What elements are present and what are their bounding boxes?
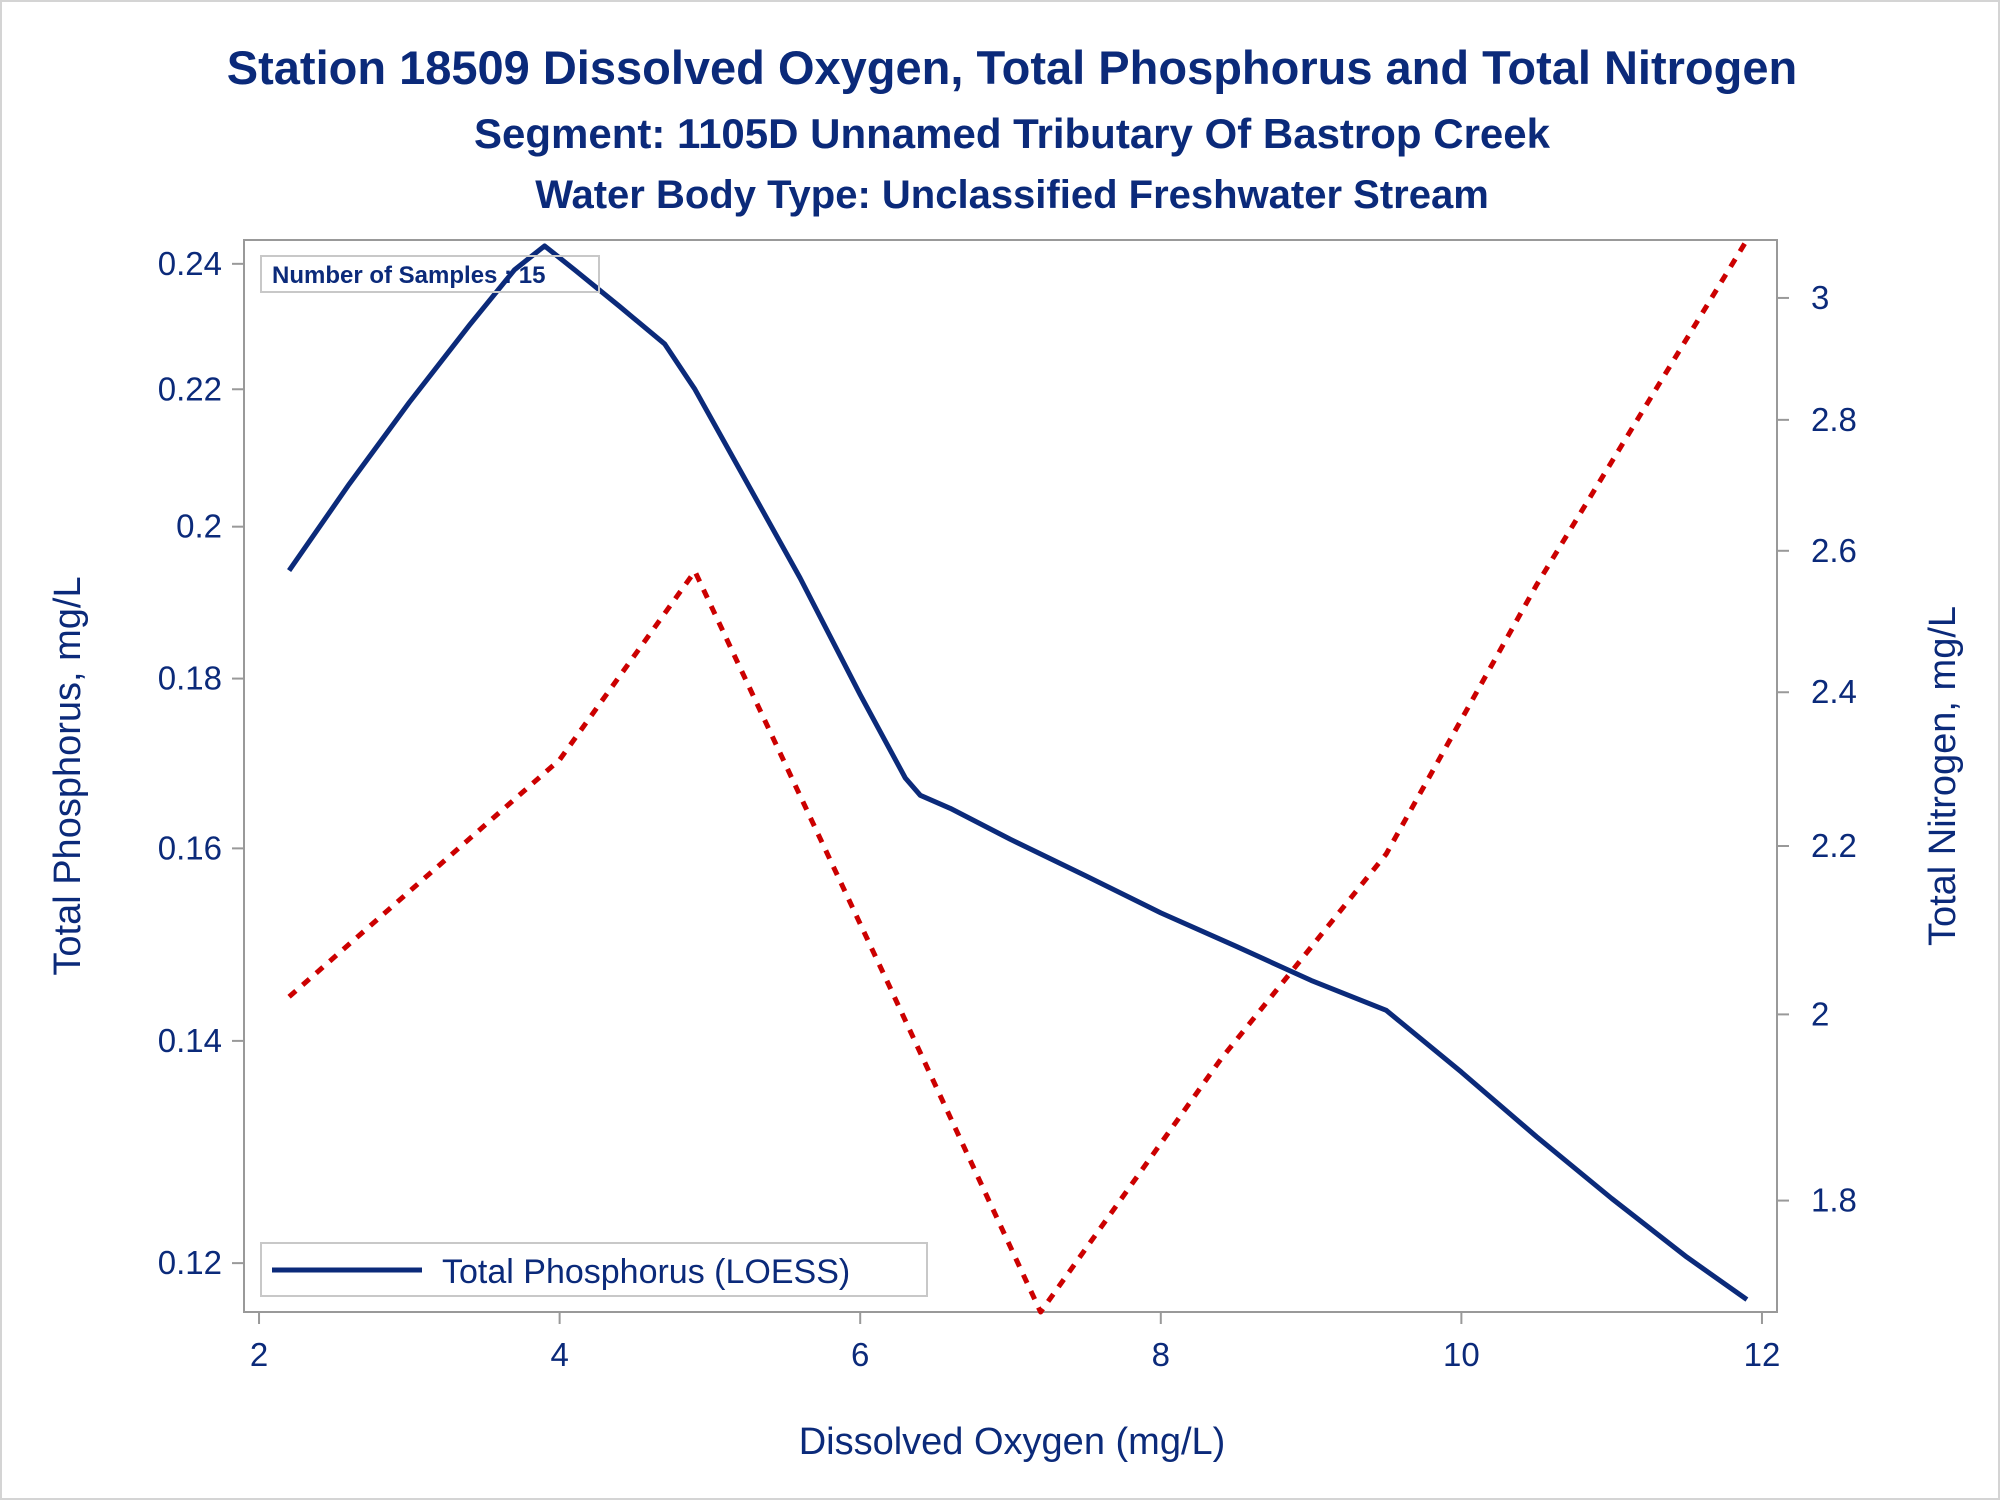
y2-tick-label: 2.2: [1811, 827, 1857, 864]
y-tick-label: 0.12: [158, 1244, 222, 1281]
y-axis-label-right: Total Nitrogen, mg/L: [1922, 606, 1964, 946]
sample-count-box: [260, 255, 600, 293]
y-tick-label: 0.14: [158, 1022, 222, 1059]
y2-tick-label: 2.6: [1811, 532, 1857, 569]
legend: Total Phosphorus (LOESS): [260, 1242, 928, 1297]
y2-tick-label: 3: [1811, 279, 1829, 316]
x-axis: 2 4 6 8 10 12: [250, 1312, 1780, 1373]
sample-count-text: Number of Samples : 15: [272, 262, 545, 289]
x-tick-label: 12: [1744, 1336, 1781, 1373]
chart-subtitle-segment: Segment: 1105D Unnamed Tributary Of Bast…: [474, 110, 1551, 157]
x-tick-label: 6: [851, 1336, 869, 1373]
y2-tick-label: 1.8: [1811, 1182, 1857, 1219]
plot-area-border: [243, 239, 1778, 1313]
chart-title: Station 18509 Dissolved Oxygen, Total Ph…: [227, 41, 1797, 94]
y-axis-label-left: Total Phosphorus, mg/L: [47, 576, 89, 975]
y-tick-label: 0.2: [176, 508, 222, 545]
legend-label: Total Phosphorus (LOESS): [442, 1253, 850, 1291]
y-tick-label: 0.22: [158, 370, 222, 407]
y-axis-left: 0.12 0.14 0.16 0.18 0.2 0.22 0.24: [158, 245, 244, 1281]
y-tick-label: 0.24: [158, 245, 222, 282]
chart-subtitle-waterbody: Water Body Type: Unclassified Freshwater…: [535, 173, 1489, 217]
y-tick-label: 0.16: [158, 829, 222, 866]
series-group: [287, 238, 1750, 1315]
y2-tick-label: 2.8: [1811, 401, 1857, 438]
y-tick-label: 0.18: [158, 660, 222, 697]
x-tick-label: 10: [1443, 1336, 1480, 1373]
x-axis-label: Dissolved Oxygen (mg/L): [799, 1421, 1226, 1463]
x-tick-label: 4: [550, 1336, 568, 1373]
sample-count-inset: Number of Samples : 15: [260, 255, 600, 293]
x-tick-label: 8: [1152, 1336, 1170, 1373]
series-line-total-phosphorus: [287, 243, 1749, 1302]
y2-tick-label: 2: [1811, 995, 1829, 1032]
y-axis-right: 1.8 2 2.2 2.4 2.6 2.8 3: [1777, 279, 1857, 1219]
y2-tick-label: 2.4: [1811, 673, 1857, 710]
series-line-total-nitrogen: [287, 238, 1750, 1315]
x-tick-label: 2: [250, 1336, 268, 1373]
